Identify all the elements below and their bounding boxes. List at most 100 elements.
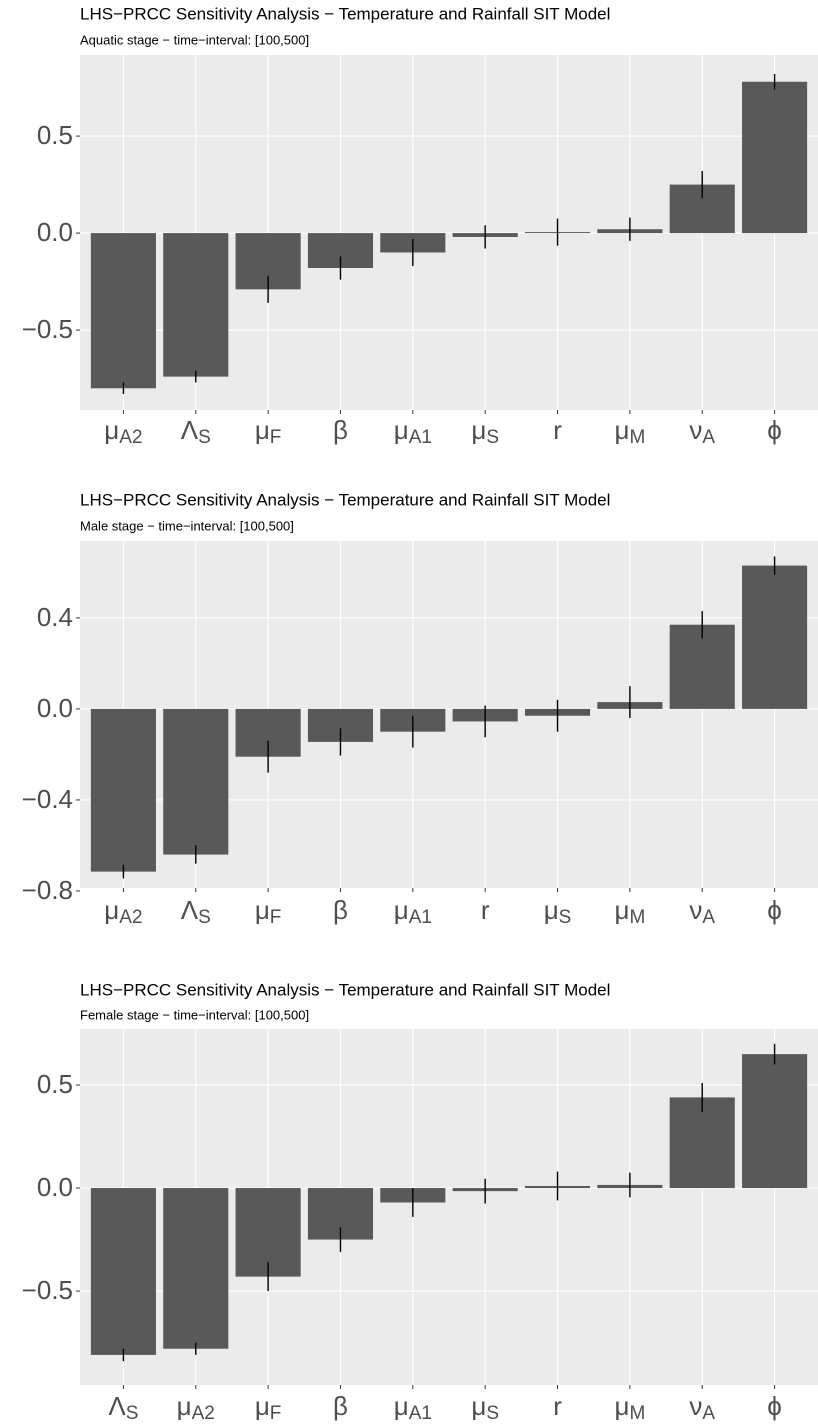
category-subscript: A2 <box>192 1403 215 1424</box>
category-subscript: A <box>702 427 715 448</box>
bar <box>163 1188 229 1349</box>
category-subscript: A2 <box>119 907 142 928</box>
chart: LHS−PRCC Sensitivity Analysis − Temperat… <box>22 490 818 928</box>
bar <box>163 708 229 855</box>
y-tick-label: 0.5 <box>37 1069 73 1099</box>
x-tick-label: μM <box>614 415 645 448</box>
category-symbol: μ <box>394 895 409 925</box>
category-subscript: S <box>486 1403 499 1424</box>
bar <box>90 708 156 872</box>
category-subscript: M <box>629 427 645 448</box>
x-tick-label: μS <box>471 415 499 448</box>
category-symbol: r <box>553 1391 562 1421</box>
x-tick-label: νA <box>689 1391 715 1424</box>
x-tick-label: ΛS <box>181 895 211 928</box>
category-subscript: M <box>629 907 645 928</box>
x-tick-label: r <box>481 895 490 925</box>
x-tick-label: μA1 <box>394 1391 432 1424</box>
y-tick-label: 0.0 <box>37 217 73 247</box>
x-tick-label: ϕ <box>767 1391 782 1421</box>
x-tick-label: μF <box>255 895 282 928</box>
chart-subtitle: Male stage − time−interval: [100,500] <box>80 518 294 533</box>
y-tick-label: 0.5 <box>37 120 73 150</box>
category-subscript: S <box>486 427 499 448</box>
category-symbol: r <box>481 895 490 925</box>
category-symbol: μ <box>177 1391 192 1421</box>
category-subscript: F <box>270 1403 282 1424</box>
category-symbol: μ <box>614 415 629 445</box>
category-symbol: Λ <box>181 895 199 925</box>
category-subscript: S <box>198 427 211 448</box>
category-subscript: S <box>198 907 211 928</box>
x-tick-label: ϕ <box>767 415 782 445</box>
category-symbol: ϕ <box>767 1391 782 1421</box>
x-tick-label: μS <box>471 1391 499 1424</box>
y-tick-label: 0.4 <box>37 602 73 632</box>
category-symbol: μ <box>471 415 486 445</box>
y-tick-label: −0.4 <box>22 784 73 814</box>
category-symbol: μ <box>104 415 119 445</box>
category-symbol: ν <box>689 1391 702 1421</box>
x-tick-label: β <box>333 895 348 925</box>
category-symbol: μ <box>255 895 270 925</box>
bar <box>669 624 735 709</box>
category-symbol: μ <box>255 415 270 445</box>
x-tick-label: νA <box>689 415 715 448</box>
x-tick-label: μA1 <box>394 415 432 448</box>
category-symbol: μ <box>471 1391 486 1421</box>
category-symbol: ν <box>689 895 702 925</box>
x-tick-label: ΛS <box>181 415 211 448</box>
category-symbol: μ <box>544 895 559 925</box>
x-tick-label: ϕ <box>767 895 782 925</box>
x-tick-label: μM <box>614 895 645 928</box>
category-subscript: A1 <box>409 427 432 448</box>
category-symbol: μ <box>255 1391 270 1421</box>
category-subscript: S <box>559 907 572 928</box>
category-subscript: A <box>702 907 715 928</box>
category-subscript: A1 <box>409 907 432 928</box>
category-subscript: A2 <box>119 427 142 448</box>
category-subscript: S <box>126 1403 139 1424</box>
category-symbol: β <box>333 895 348 925</box>
x-tick-label: μF <box>255 415 282 448</box>
bar <box>669 1097 735 1189</box>
bar <box>163 233 229 377</box>
bar <box>742 565 808 709</box>
chart: LHS−PRCC Sensitivity Analysis − Temperat… <box>22 980 818 1424</box>
x-tick-label: ΛS <box>108 1391 138 1424</box>
bar <box>90 1188 156 1355</box>
chart-subtitle: Female stage − time−interval: [100,500] <box>80 1007 309 1022</box>
x-tick-label: μA2 <box>177 1391 215 1424</box>
bar <box>742 81 808 234</box>
category-symbol: μ <box>104 895 119 925</box>
category-symbol: ν <box>689 415 702 445</box>
category-symbol: μ <box>394 1391 409 1421</box>
chart-title: LHS−PRCC Sensitivity Analysis − Temperat… <box>80 4 610 23</box>
category-subscript: F <box>270 907 282 928</box>
x-tick-label: r <box>553 1391 562 1421</box>
y-tick-label: −0.8 <box>22 875 73 905</box>
category-symbol: ϕ <box>767 415 782 445</box>
category-symbol: μ <box>614 895 629 925</box>
y-tick-label: −0.5 <box>22 1275 73 1305</box>
category-symbol: Λ <box>181 415 199 445</box>
category-symbol: μ <box>394 415 409 445</box>
x-tick-label: r <box>553 415 562 445</box>
x-tick-label: μM <box>614 1391 645 1424</box>
y-tick-label: 0.0 <box>37 1172 73 1202</box>
category-symbol: β <box>333 415 348 445</box>
y-tick-label: −0.5 <box>22 314 73 344</box>
x-tick-label: μF <box>255 1391 282 1424</box>
category-subscript: A <box>702 1403 715 1424</box>
x-tick-label: β <box>333 415 348 445</box>
category-symbol: β <box>333 1391 348 1421</box>
category-symbol: Λ <box>108 1391 126 1421</box>
x-tick-label: μA1 <box>394 895 432 928</box>
category-symbol: μ <box>614 1391 629 1421</box>
chart-title: LHS−PRCC Sensitivity Analysis − Temperat… <box>80 490 610 509</box>
x-tick-label: νA <box>689 895 715 928</box>
x-tick-label: μS <box>544 895 572 928</box>
category-symbol: ϕ <box>767 895 782 925</box>
